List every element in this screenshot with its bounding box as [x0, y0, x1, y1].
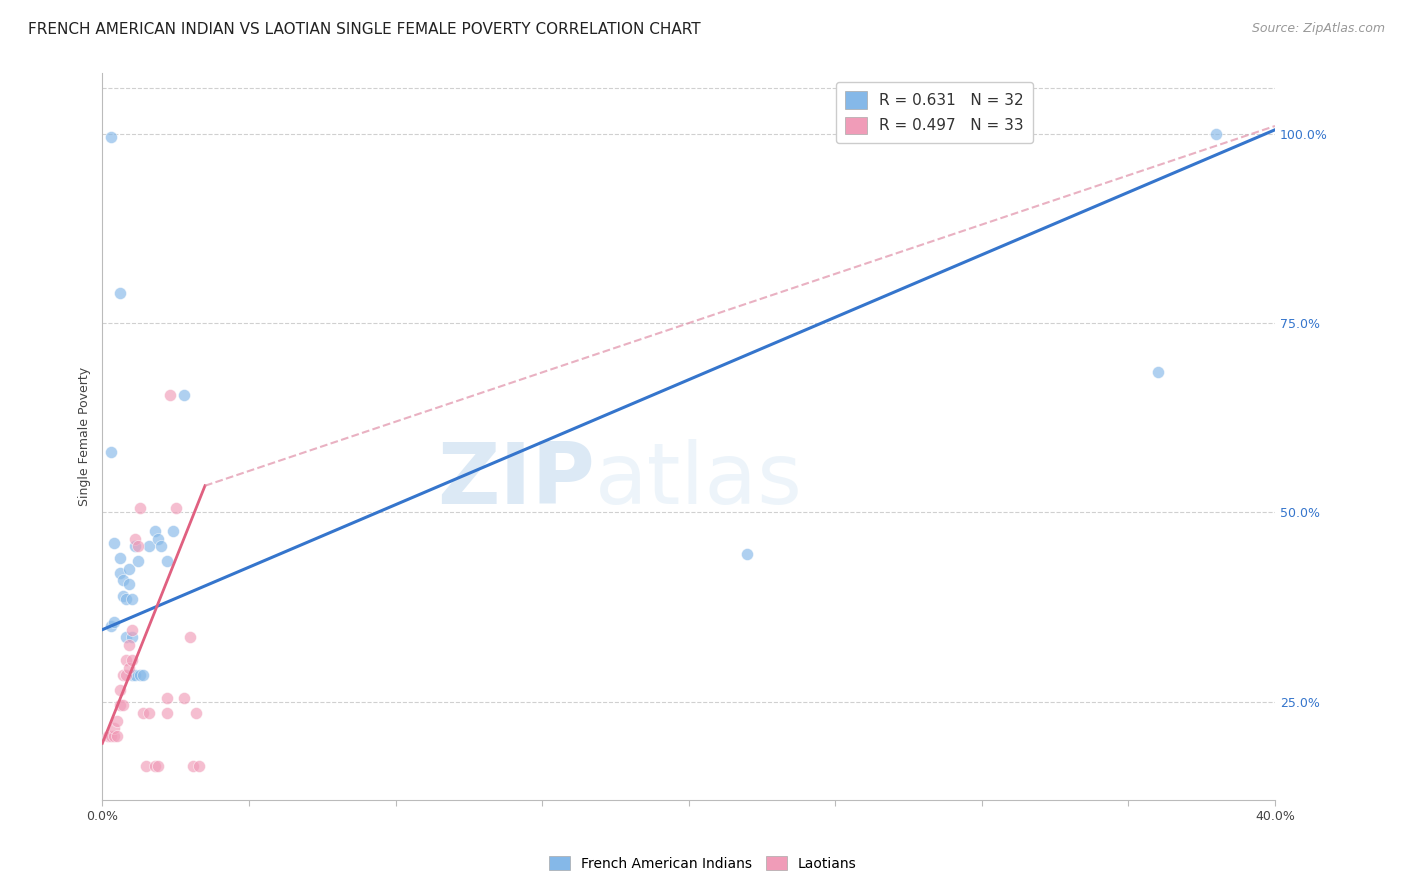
Point [118, 660, 141, 674]
Point [114, 592, 136, 607]
Point [124, 532, 146, 546]
Point [179, 630, 201, 644]
Point [165, 501, 187, 516]
Point [162, 524, 184, 539]
Point [105, 714, 128, 728]
Point [100, 729, 122, 743]
Legend: R = 0.631   N = 32, R = 0.497   N = 33: R = 0.631 N = 32, R = 0.497 N = 33 [837, 82, 1033, 144]
Point [124, 668, 146, 682]
Point [103, 615, 125, 629]
Point [132, 668, 155, 682]
Text: FRENCH AMERICAN INDIAN VS LAOTIAN SINGLE FEMALE POVERTY CORRELATION CHART: FRENCH AMERICAN INDIAN VS LAOTIAN SINGLE… [28, 22, 700, 37]
Point [121, 630, 143, 644]
Point [138, 706, 160, 720]
Point [111, 589, 134, 603]
Point [173, 690, 195, 705]
Point [173, 388, 195, 402]
Point [129, 501, 152, 516]
Point [111, 698, 134, 713]
Point [108, 698, 131, 713]
Point [111, 668, 134, 682]
Point [124, 539, 146, 553]
Point [146, 532, 169, 546]
Point [121, 653, 143, 667]
Point [108, 285, 131, 300]
Point [118, 638, 141, 652]
Point [103, 729, 125, 743]
Legend: French American Indians, Laotians: French American Indians, Laotians [544, 850, 862, 876]
Point [108, 683, 131, 698]
Point [132, 706, 155, 720]
Point [121, 623, 143, 637]
Point [143, 759, 166, 773]
Point [100, 444, 122, 458]
Point [150, 539, 173, 553]
Text: atlas: atlas [595, 439, 803, 522]
Point [114, 668, 136, 682]
Point [138, 539, 160, 553]
Point [118, 577, 141, 591]
Point [100, 619, 122, 633]
Point [146, 759, 169, 773]
Point [129, 668, 152, 682]
Point [1146, 365, 1168, 379]
Point [1205, 127, 1227, 141]
Point [127, 554, 149, 568]
Point [143, 524, 166, 539]
Point [103, 721, 125, 735]
Point [121, 592, 143, 607]
Point [118, 562, 141, 576]
Point [135, 759, 157, 773]
Point [111, 574, 134, 588]
Point [121, 668, 143, 682]
Point [159, 388, 181, 402]
Point [156, 706, 179, 720]
Point [127, 539, 149, 553]
Y-axis label: Single Female Poverty: Single Female Poverty [79, 367, 91, 506]
Point [97, 729, 120, 743]
Point [108, 566, 131, 580]
Point [156, 554, 179, 568]
Text: ZIP: ZIP [437, 439, 595, 522]
Point [103, 535, 125, 549]
Text: Source: ZipAtlas.com: Source: ZipAtlas.com [1251, 22, 1385, 36]
Point [100, 130, 122, 145]
Point [114, 653, 136, 667]
Point [108, 550, 131, 565]
Point [114, 630, 136, 644]
Point [105, 729, 128, 743]
Point [188, 759, 211, 773]
Point [181, 759, 204, 773]
Point [737, 547, 759, 561]
Point [186, 706, 208, 720]
Point [156, 690, 179, 705]
